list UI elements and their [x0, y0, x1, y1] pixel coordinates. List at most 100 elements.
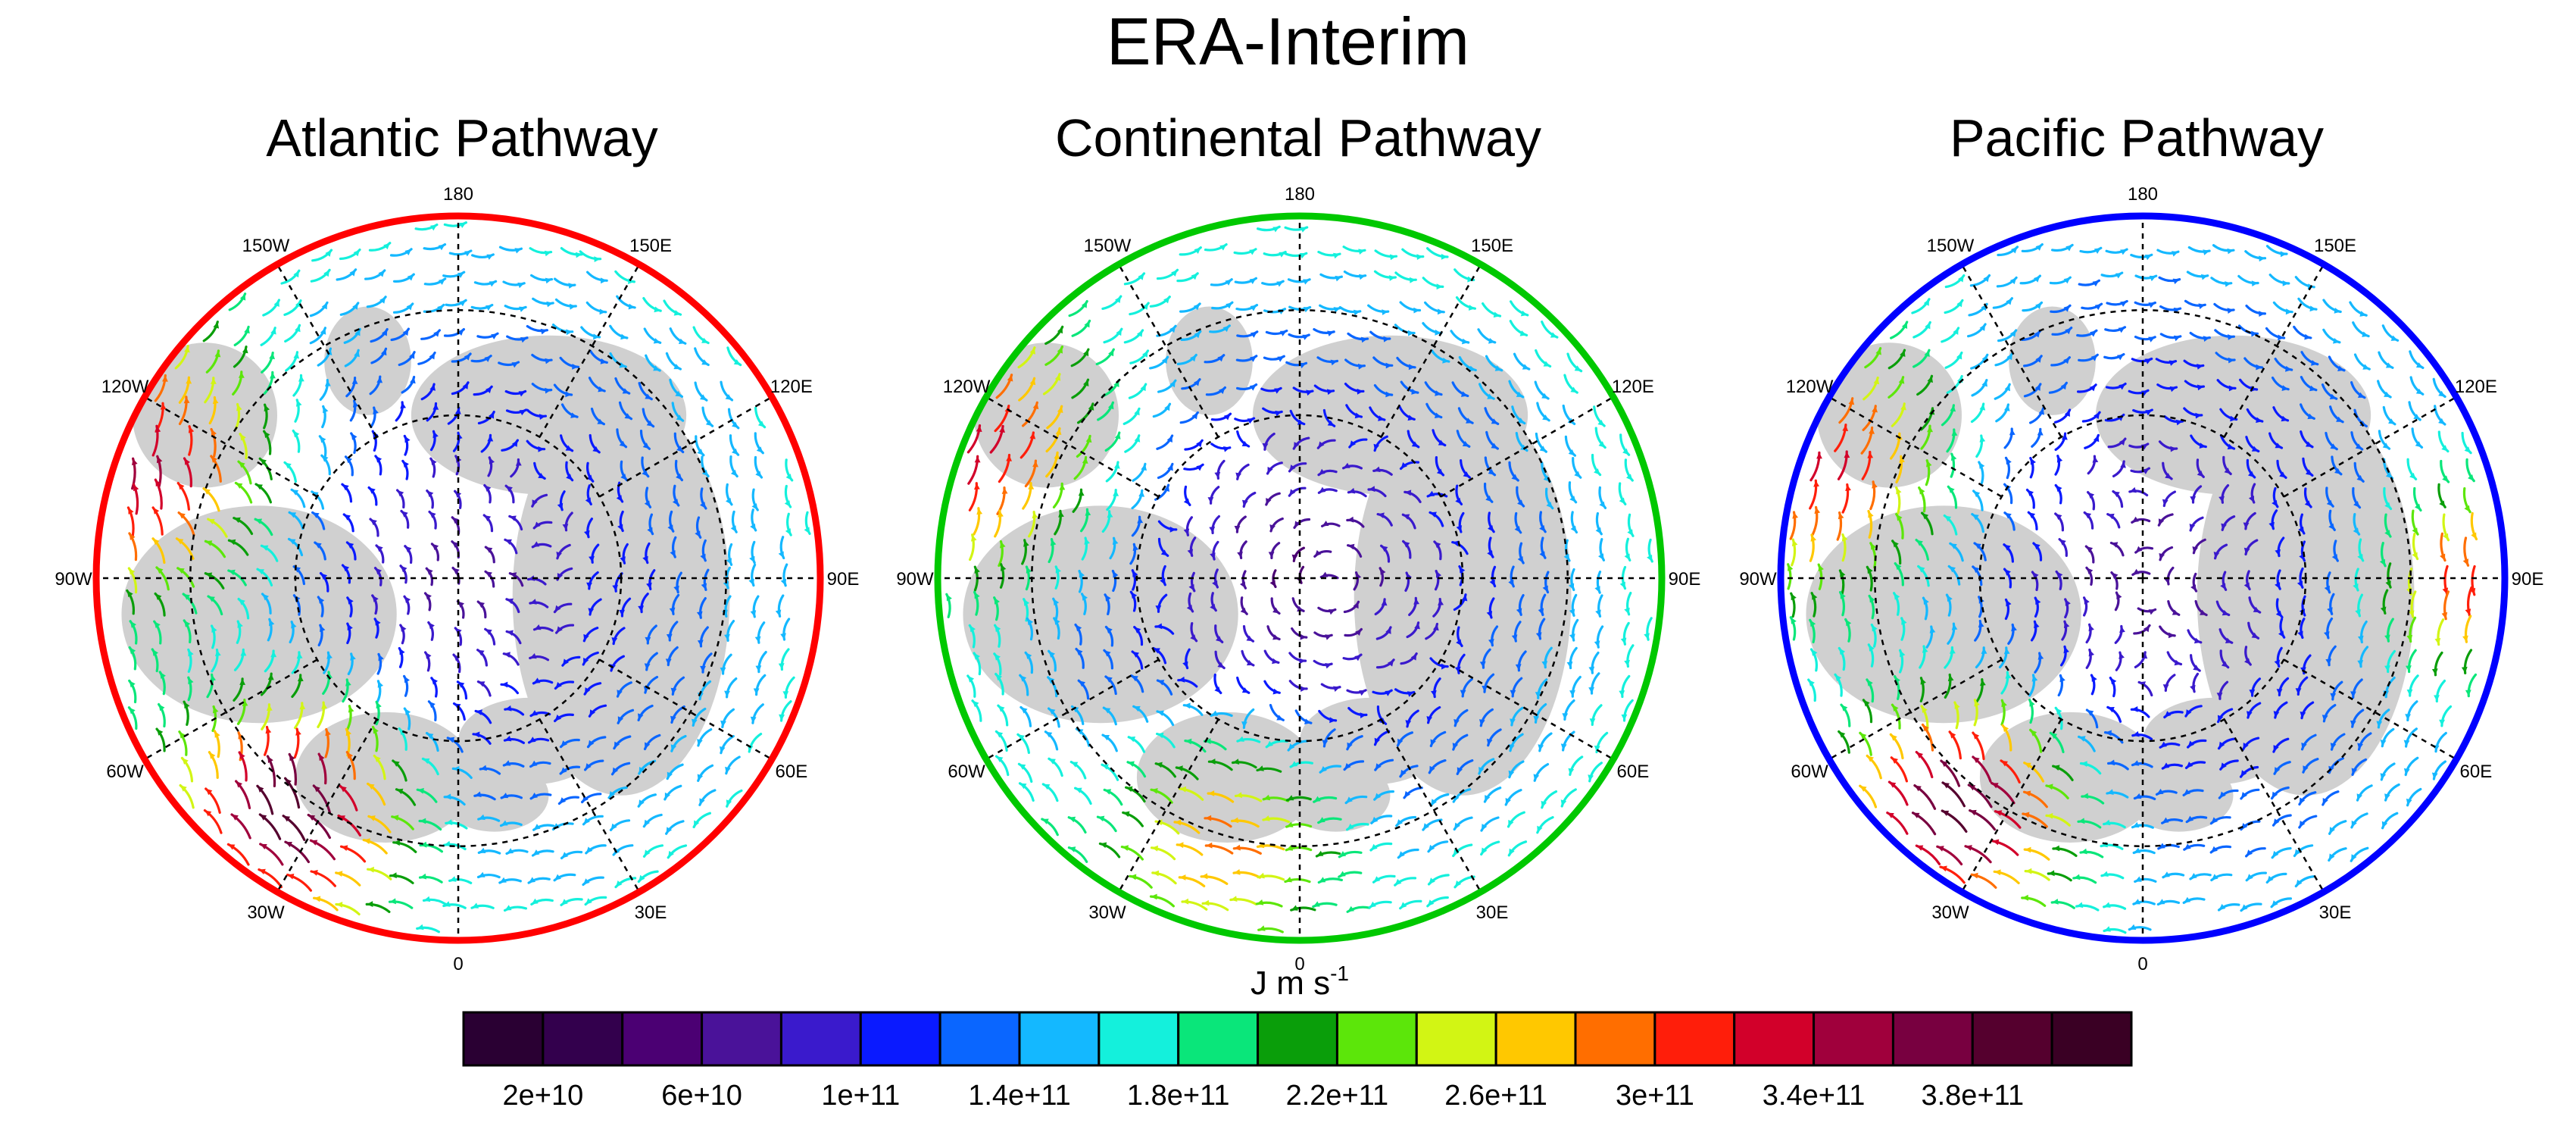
vector-arrowhead [162, 375, 168, 382]
vector-arrowhead [1272, 634, 1280, 640]
vector-arrowhead [426, 490, 434, 498]
vector-arrowhead [1459, 566, 1466, 574]
vector-arrowhead [1942, 810, 1950, 816]
longitude-label: 60E [776, 762, 808, 782]
vector-arrowhead [1374, 793, 1382, 800]
vector-arrowhead [1302, 334, 1310, 340]
vector-arrowhead [2169, 386, 2177, 393]
colorbar-swatch [1018, 1011, 1101, 1067]
vector-arrowhead [1791, 540, 1798, 546]
vector-arrowhead [400, 625, 407, 632]
colorbar-tick-label: 6e+10 [661, 1080, 742, 1112]
vector-arrowhead [2441, 445, 2448, 452]
vector-arrowhead [1294, 442, 1300, 449]
vector-arrowhead [1541, 800, 1547, 808]
vector-arrowhead [308, 815, 316, 821]
vector-arrowhead [2173, 335, 2181, 342]
vector-arrowhead [1314, 549, 1322, 557]
longitude-label: 150W [1084, 236, 1132, 256]
vector-arrowhead [478, 871, 486, 877]
vector-arrowhead [1462, 441, 1469, 447]
vector-arrowhead [433, 330, 440, 337]
vector-arrowhead [2108, 759, 2115, 766]
vector-arrowhead [459, 222, 467, 228]
vector-arrowhead [1232, 758, 1240, 765]
vector-arrowhead [372, 595, 379, 602]
vector-arrowhead [2294, 849, 2301, 856]
vector-arrowhead [1517, 499, 1524, 506]
vector-arrowhead [1972, 733, 1980, 740]
vector-arrowhead [700, 665, 706, 673]
vector-arrowhead [705, 420, 713, 427]
vector-arrowhead [445, 819, 453, 825]
vector-arrowhead [2104, 926, 2111, 932]
vector-arrowhead [666, 633, 673, 640]
vector-arrowhead [509, 515, 517, 521]
vector-arrowhead [1027, 618, 1034, 626]
vector-arrowhead [645, 637, 651, 643]
vector-arrowhead [1435, 330, 1441, 336]
vector-arrowhead [1214, 471, 1221, 479]
vector-arrowhead [730, 469, 738, 477]
vector-arrowhead [1441, 254, 1447, 260]
vector-arrowhead [585, 763, 592, 770]
vector-arrowhead [1493, 311, 1500, 318]
vector-arrowhead [1107, 511, 1113, 518]
vector-arrowhead [1339, 851, 1347, 857]
vector-arrowhead [1114, 462, 1120, 469]
vector-arrowhead [256, 484, 263, 490]
vector-arrowhead [1385, 627, 1391, 634]
vector-arrowhead [1156, 762, 1163, 768]
vector-arrowhead [616, 880, 623, 887]
vector-arrowhead [1428, 490, 1435, 496]
vector-arrowhead [2309, 305, 2316, 312]
vector-arrowhead [2273, 711, 2280, 718]
vector-arrowhead [311, 840, 318, 846]
vector-arrowhead [156, 567, 164, 574]
vector-arrowhead [1105, 594, 1111, 602]
vector-arrowhead [593, 333, 600, 340]
vector-arrowhead [973, 700, 979, 708]
vector-arrowhead [1455, 880, 1462, 887]
vector-arrowhead [2441, 611, 2448, 619]
vector-arrowhead [486, 547, 493, 553]
vector-arrowhead [1321, 571, 1329, 577]
vector-arrowhead [1569, 690, 1575, 697]
vector-arrowhead [2359, 311, 2367, 317]
vector-arrowhead [1217, 662, 1225, 668]
vector-arrowhead [2351, 768, 2358, 775]
vector-arrowhead [155, 593, 162, 600]
vector-arrowhead [437, 305, 444, 311]
vector-arrowhead [1205, 815, 1212, 821]
vector-arrowhead [2380, 773, 2387, 780]
vector-arrowhead [1539, 551, 1545, 558]
longitude-label: 0 [453, 954, 463, 974]
vector-arrowhead [1455, 497, 1462, 505]
vector-arrowhead [780, 633, 786, 640]
vector-arrowhead [2211, 817, 2218, 824]
vector-arrowhead [749, 555, 755, 563]
vector-arrowhead [1950, 543, 1957, 549]
vector-arrowhead [1969, 809, 1977, 816]
vector-field [1787, 243, 2478, 934]
vector-arrowhead [1333, 686, 1340, 692]
vector-arrowhead [1053, 599, 1060, 606]
vector-arrowhead [400, 402, 406, 409]
vector-arrowhead [1208, 790, 1215, 796]
vector-arrowhead [1075, 787, 1082, 793]
vector-arrowhead [2190, 873, 2197, 879]
vector-arrowhead [1103, 735, 1110, 741]
vector-arrowhead [2249, 689, 2256, 696]
vector-arrowhead [1084, 321, 1090, 328]
vector-arrowhead [554, 874, 561, 880]
vector-arrowhead [2162, 817, 2169, 824]
longitude-label: 90E [827, 569, 860, 590]
vector-arrowhead [780, 578, 787, 586]
vector-arrowhead [238, 371, 245, 378]
vector-arrowhead [183, 396, 190, 404]
vector-arrowhead [628, 303, 635, 310]
vector-arrowhead [2329, 393, 2337, 399]
vector-arrowhead [2065, 245, 2073, 252]
vector-arrowhead [754, 636, 761, 643]
vector-arrowhead [584, 530, 590, 537]
